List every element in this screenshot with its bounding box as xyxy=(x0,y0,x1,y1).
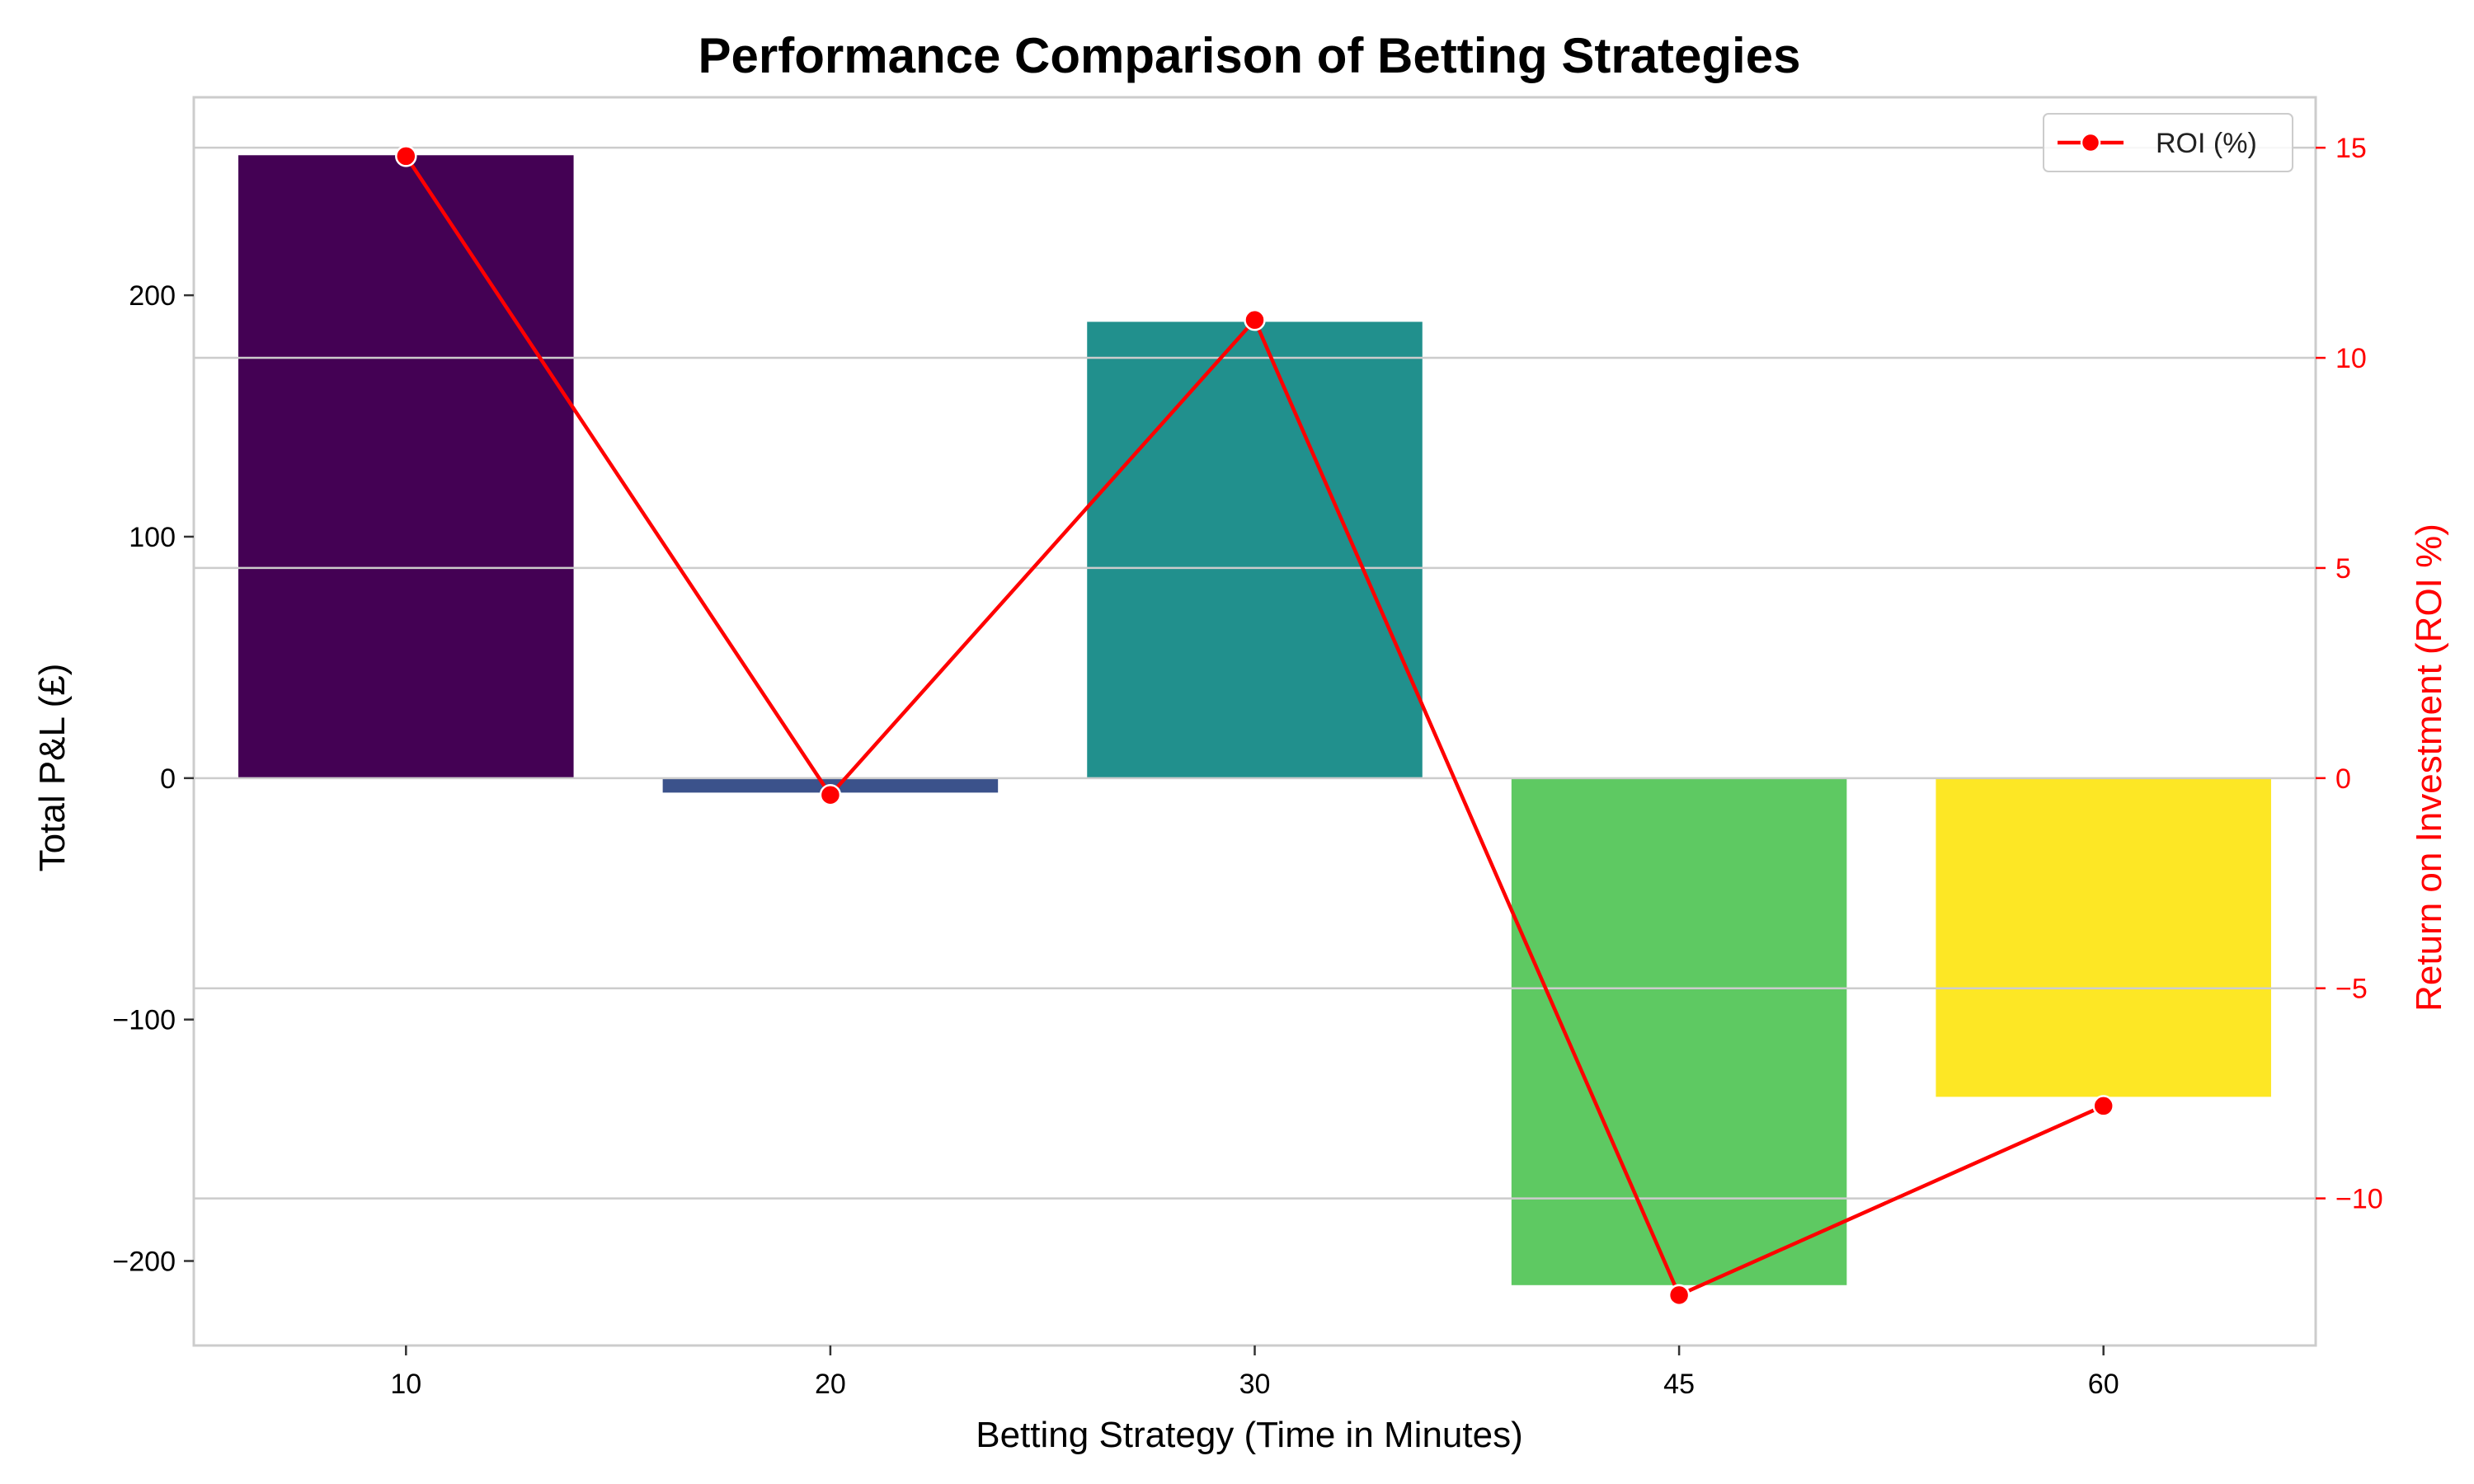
roi-point-10 xyxy=(395,145,417,167)
line-layer xyxy=(395,145,2114,1307)
bar-45 xyxy=(1511,777,1847,1285)
legend-marker-swatch xyxy=(2080,132,2101,153)
legend-box xyxy=(2043,113,2293,172)
y2-tick-label-2: 0 xyxy=(2335,763,2351,795)
y-axis-label: Total P&L (£) xyxy=(32,664,73,872)
chart-title: Performance Comparison of Betting Strate… xyxy=(698,28,1801,83)
roi-point-45 xyxy=(1667,1284,1691,1307)
y2-axis-label: Return on Investment (ROI %) xyxy=(2409,524,2449,1012)
bar-10 xyxy=(238,155,574,778)
roi-point-20 xyxy=(819,783,842,806)
x-axis-label: Betting Strategy (Time in Minutes) xyxy=(976,1415,1523,1455)
y-tick-label-0: −200 xyxy=(112,1247,176,1278)
legend: ROI (%) xyxy=(2043,113,2293,172)
axes-layer: −200 −100 0 100 200 −10 −5 0 5 10 15 10 20 30 45 60 xyxy=(112,96,2383,1400)
x-tick-label-60: 60 xyxy=(2088,1369,2119,1400)
x-tick-label-30: 30 xyxy=(1239,1369,1271,1400)
legend-label-roi: ROI (%) xyxy=(2156,128,2257,159)
y-tick-label-2: 0 xyxy=(160,763,176,795)
roi-point-30 xyxy=(1244,308,1266,331)
y-tick-label-4: 200 xyxy=(129,280,176,312)
x-tick-label-45: 45 xyxy=(1663,1369,1695,1400)
y-tick-label-3: 100 xyxy=(129,522,176,553)
text-layer: Performance Comparison of Betting Strate… xyxy=(32,28,2449,1455)
y2-tick-label-1: −5 xyxy=(2335,974,2368,1005)
bar-60 xyxy=(1935,777,2271,1097)
x-tick-label-20: 20 xyxy=(815,1369,846,1400)
y2-tick-label-3: 5 xyxy=(2335,553,2351,585)
y2-tick-label-0: −10 xyxy=(2335,1184,2383,1215)
x-tick-label-10: 10 xyxy=(390,1369,421,1400)
y2-tick-label-4: 10 xyxy=(2335,343,2367,374)
bar-30 xyxy=(1087,322,1423,778)
roi-point-60 xyxy=(2092,1095,2114,1117)
y-tick-label-1: −100 xyxy=(112,1005,176,1036)
y2-tick-label-5: 15 xyxy=(2335,133,2367,164)
bar-layer xyxy=(238,155,2271,1285)
